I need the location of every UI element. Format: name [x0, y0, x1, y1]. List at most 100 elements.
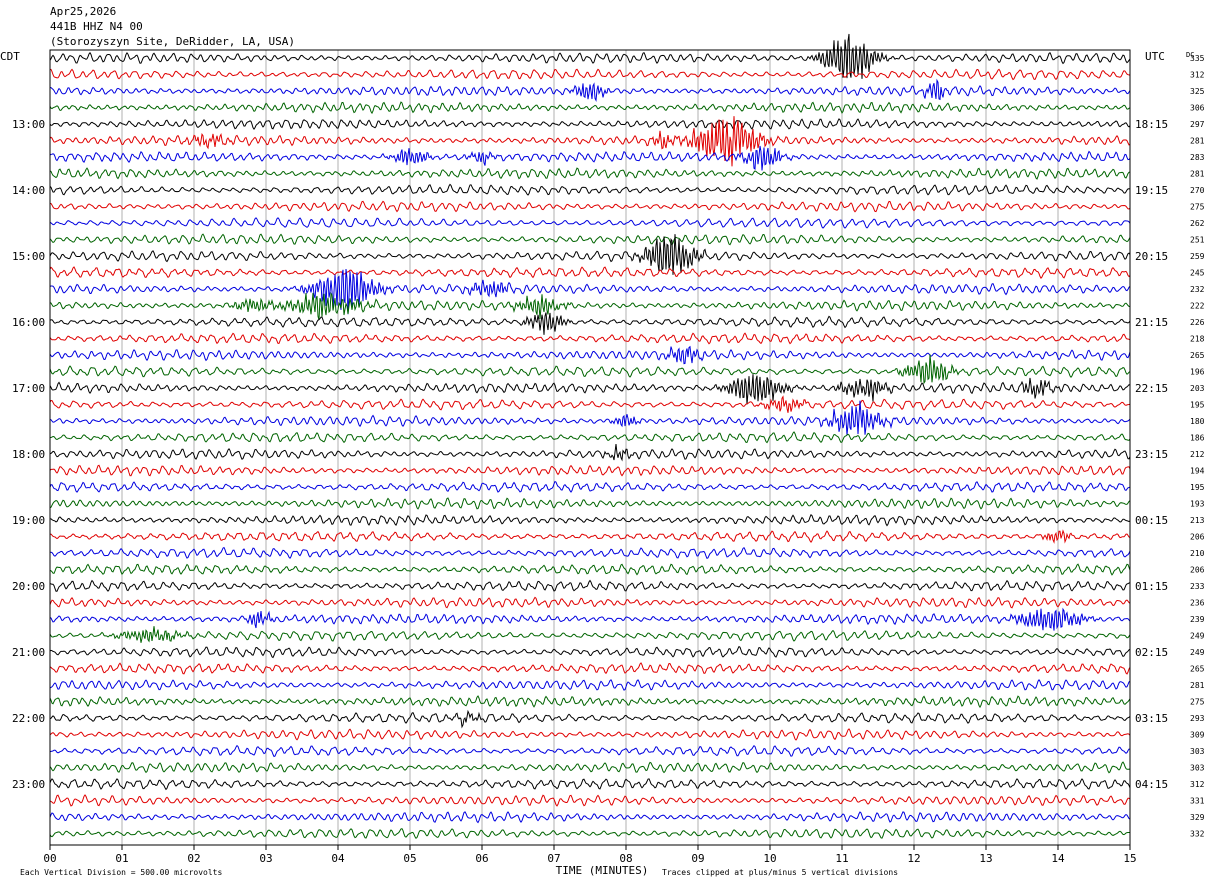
- dc-offset-value: 206: [1190, 566, 1205, 575]
- station-code: 441B HHZ N4 00: [50, 20, 143, 33]
- dc-offset-value: 262: [1190, 219, 1205, 228]
- dc-offset-value: 194: [1190, 467, 1205, 476]
- vertical-division-note: Each Vertical Division = 500.00 microvol…: [20, 868, 222, 877]
- utc-hour-label: 00:15: [1135, 514, 1168, 527]
- dc-offset-value: 275: [1190, 203, 1205, 212]
- dc-offset-value: 331: [1190, 797, 1205, 806]
- dc-offset-value: 193: [1190, 500, 1205, 509]
- cdt-hour-label: 17:00: [12, 382, 45, 395]
- trace-row: [49, 744, 1130, 758]
- dc-offset-value: 222: [1190, 302, 1205, 311]
- trace-row: [49, 607, 1131, 631]
- x-tick-label: 02: [187, 852, 200, 865]
- trace-row: [49, 292, 1131, 321]
- trace-row: [49, 497, 1131, 510]
- utc-axis-label: UTC: [1145, 50, 1165, 63]
- dc-offset-value: 303: [1190, 764, 1205, 773]
- trace-row: [49, 514, 1131, 527]
- trace-row: [49, 116, 1131, 167]
- x-tick-label: 04: [331, 852, 345, 865]
- plot-frame: [49, 49, 1131, 846]
- plot-date: Apr25,2026: [50, 5, 117, 18]
- trace-row: [49, 266, 1131, 279]
- dc-offset-value: 335: [1190, 54, 1205, 63]
- trace-row: [49, 828, 1130, 840]
- dc-offset-value: 265: [1190, 351, 1205, 360]
- axis-labels: CDT UTC DC 13:00 14:00 15:00 16:00 17:00 18:00 19…: [0, 50, 1205, 877]
- trace-row: [49, 78, 1131, 103]
- x-tick-label: 10: [763, 852, 776, 865]
- plot-grid: [121, 50, 1059, 845]
- trace-row: [49, 695, 1131, 709]
- dc-offset-value: 251: [1190, 236, 1205, 245]
- utc-hour-label: 04:15: [1135, 778, 1168, 791]
- utc-hour-label: 01:15: [1135, 580, 1168, 593]
- utc-hour-label: 19:15: [1135, 184, 1168, 197]
- dc-offset-value: 325: [1190, 87, 1205, 96]
- cdt-hour-label: 21:00: [12, 646, 45, 659]
- dc-offset-value: 312: [1190, 780, 1205, 789]
- trace-row: [49, 374, 1131, 405]
- trace-row: [49, 626, 1131, 643]
- cdt-hour-label: 18:00: [12, 448, 45, 461]
- x-tick-label: 11: [835, 852, 848, 865]
- dc-offset-value: 281: [1190, 170, 1205, 179]
- trace-row: [49, 145, 1131, 171]
- x-axis-title: TIME (MINUTES): [556, 864, 649, 877]
- cdt-hour-label: 20:00: [12, 580, 45, 593]
- dc-offset-value: 232: [1190, 285, 1205, 294]
- trace-row: [49, 596, 1131, 609]
- trace-row: [49, 118, 1131, 130]
- x-tick-label: 14: [1051, 852, 1065, 865]
- trace-row: [49, 709, 1131, 729]
- trace-row: [49, 794, 1131, 807]
- trace-row: [49, 811, 1131, 824]
- cdt-hour-label: 19:00: [12, 514, 45, 527]
- dc-offset-value: 283: [1190, 153, 1205, 162]
- dc-offset-value: 309: [1190, 731, 1205, 740]
- dc-offset-value: 218: [1190, 335, 1205, 344]
- dc-offset-value: 306: [1190, 104, 1205, 113]
- cdt-hour-label: 16:00: [12, 316, 45, 329]
- dc-offset-value: 270: [1190, 186, 1205, 195]
- trace-row: [49, 761, 1131, 774]
- utc-hour-label: 21:15: [1135, 316, 1168, 329]
- trace-row: [49, 233, 1131, 246]
- trace-row: [49, 183, 1131, 196]
- dc-offset-value: 195: [1190, 401, 1205, 410]
- cdt-hour-label: 23:00: [12, 778, 45, 791]
- utc-hour-label: 23:15: [1135, 448, 1168, 461]
- dc-offset-value: 245: [1190, 269, 1205, 278]
- utc-hour-label: 20:15: [1135, 250, 1168, 263]
- utc-hour-label: 18:15: [1135, 118, 1168, 131]
- dc-offset-value: 265: [1190, 665, 1205, 674]
- trace-row: [49, 444, 1131, 462]
- dc-offset-value: 293: [1190, 714, 1205, 723]
- trace-row: [49, 101, 1131, 115]
- cdt-hour-label: 15:00: [12, 250, 45, 263]
- trace-row: [50, 200, 1131, 213]
- trace-row: [49, 312, 1131, 335]
- dc-offset-value: 236: [1190, 599, 1205, 608]
- trace-row: [49, 395, 1131, 413]
- dc-offset-value: 281: [1190, 681, 1205, 690]
- x-tick-label: 06: [475, 852, 488, 865]
- dc-offset-value: 212: [1190, 450, 1205, 459]
- trace-row: [49, 332, 1131, 345]
- trace-row: [49, 529, 1131, 544]
- x-tick-label: 03: [259, 852, 272, 865]
- trace-row: [49, 33, 1131, 79]
- utc-hour-label: 22:15: [1135, 382, 1168, 395]
- dc-offset-value: 186: [1190, 434, 1205, 443]
- dc-offset-value: 239: [1190, 615, 1205, 624]
- dc-offset-value: 297: [1190, 120, 1205, 129]
- dc-offset-value: 206: [1190, 533, 1205, 542]
- x-tick-label: 12: [907, 852, 920, 865]
- dc-label: DC: [1186, 51, 1194, 59]
- x-tick-label: 01: [115, 852, 128, 865]
- dc-offset-value: 233: [1190, 582, 1205, 591]
- trace-row: [49, 354, 1131, 385]
- dc-offset-value: 303: [1190, 747, 1205, 756]
- dc-offset-value: 312: [1190, 71, 1205, 80]
